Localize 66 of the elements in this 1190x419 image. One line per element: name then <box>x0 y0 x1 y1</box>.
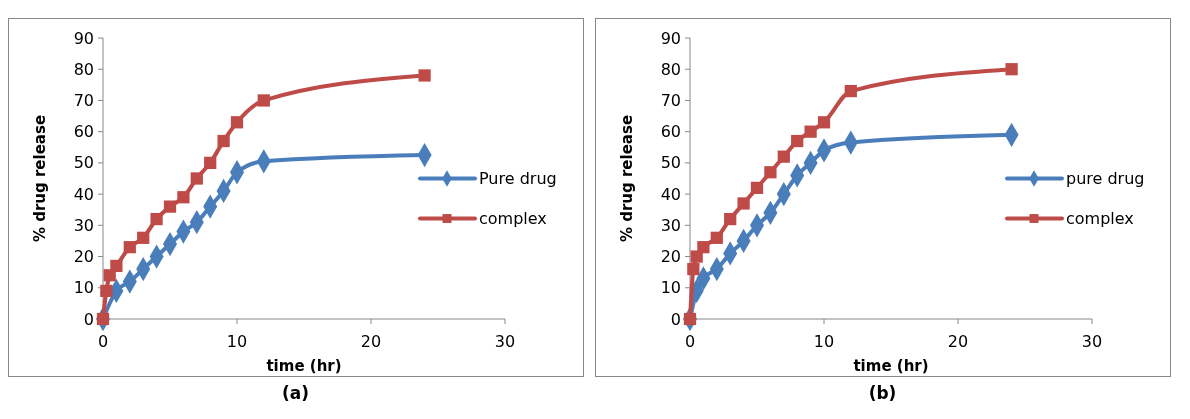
y-tick-label: 80 <box>73 59 94 79</box>
point <box>217 134 230 148</box>
x-tick-label: 0 <box>97 332 109 351</box>
point <box>230 116 244 129</box>
point <box>123 241 136 254</box>
y-tick-label: 10 <box>73 278 94 298</box>
y-tick-label: 30 <box>73 215 94 235</box>
y-tick-label: 90 <box>660 28 681 48</box>
point <box>100 284 113 298</box>
legend-label: complex <box>1066 209 1134 229</box>
x-axis-title: time (hr) <box>266 357 342 375</box>
y-tick-label: 50 <box>73 153 94 173</box>
point <box>137 231 150 244</box>
x-tick-label: 30 <box>1081 332 1103 351</box>
point <box>697 241 710 254</box>
point <box>817 116 831 129</box>
point <box>724 212 737 226</box>
text: (a) <box>281 383 310 403</box>
point <box>710 231 723 244</box>
legend-label: pure drug <box>1066 169 1145 189</box>
point <box>804 125 817 138</box>
point <box>190 172 203 185</box>
point <box>204 156 217 170</box>
y-tick-label: 30 <box>660 215 681 235</box>
point <box>791 134 804 148</box>
point <box>257 94 270 107</box>
y-tick-label: 80 <box>660 59 681 79</box>
y-tick-label: 20 <box>660 247 681 267</box>
y-tick-label: 60 <box>73 122 94 142</box>
point <box>764 166 777 179</box>
point <box>177 191 190 204</box>
point <box>163 200 177 213</box>
legend-label: complex <box>479 209 547 229</box>
y-axis-title: % drug release <box>618 114 636 243</box>
y-tick-label: 40 <box>660 184 681 204</box>
x-tick-label: 30 <box>494 332 516 351</box>
point <box>737 197 750 210</box>
x-tick-label: 20 <box>947 332 969 351</box>
y-tick-label: 50 <box>660 153 681 173</box>
x-tick-label: 10 <box>226 332 248 351</box>
point <box>844 84 857 98</box>
point <box>418 69 431 82</box>
y-tick-label: 0 <box>83 309 94 329</box>
x-tick-label: 20 <box>360 332 382 351</box>
y-tick-label: 0 <box>670 309 681 329</box>
point <box>150 212 163 226</box>
text: (b) <box>868 383 897 403</box>
point <box>96 312 110 326</box>
point <box>683 312 697 326</box>
y-tick-label: 90 <box>73 28 94 48</box>
point <box>777 150 790 163</box>
y-tick-label: 60 <box>660 122 681 142</box>
y-tick-label: 20 <box>73 247 94 267</box>
y-tick-label: 70 <box>73 91 94 111</box>
point <box>750 181 764 194</box>
point <box>1005 63 1018 76</box>
x-axis-title: time (hr) <box>853 357 929 375</box>
x-tick-label: 0 <box>684 332 696 351</box>
point <box>687 262 700 276</box>
legend-label: Pure drug <box>479 169 557 189</box>
y-tick-label: 40 <box>73 184 94 204</box>
x-tick-label: 10 <box>813 332 835 351</box>
y-axis-title: % drug release <box>31 114 49 243</box>
y-tick-label: 10 <box>660 278 681 298</box>
y-tick-label: 70 <box>660 91 681 111</box>
point <box>110 259 123 273</box>
